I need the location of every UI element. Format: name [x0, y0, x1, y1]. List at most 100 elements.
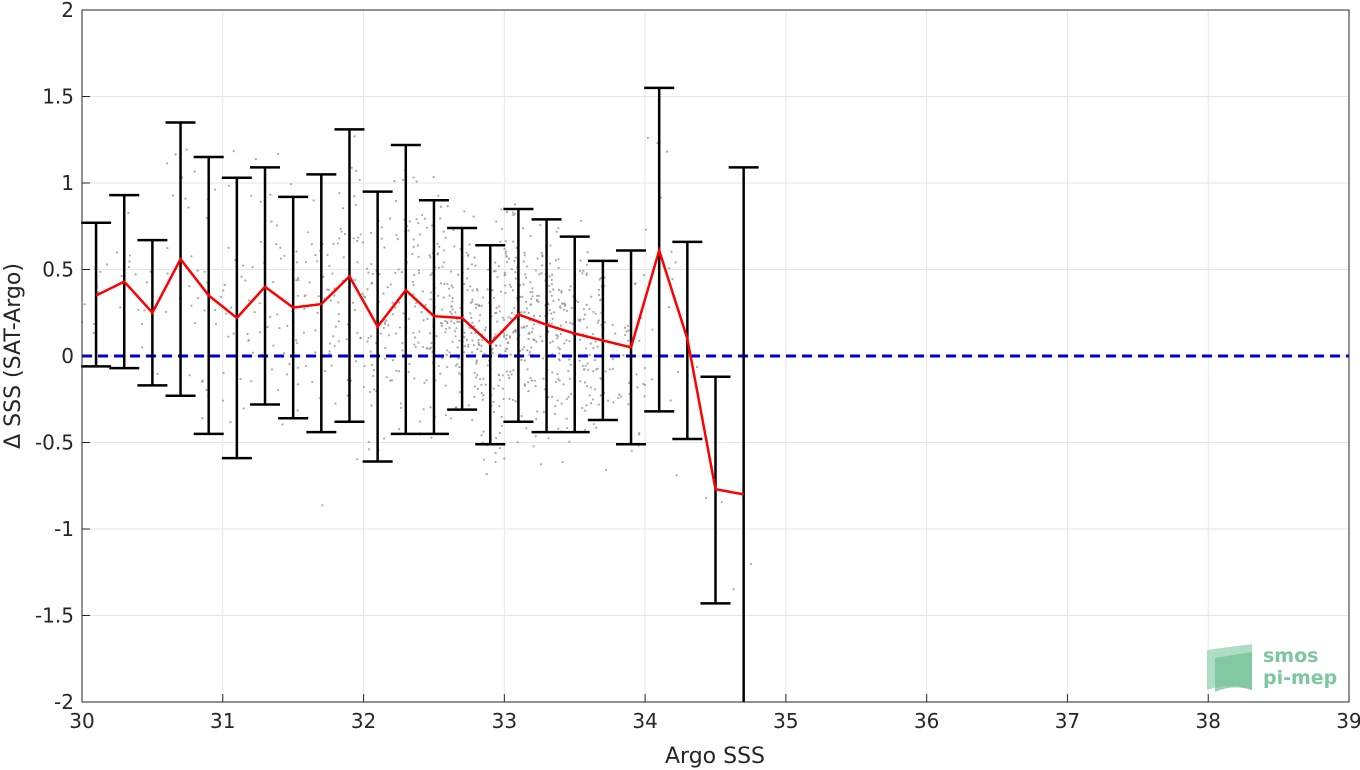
- scatter-point: [343, 232, 347, 236]
- scatter-point: [541, 340, 544, 343]
- scatter-point: [521, 295, 524, 298]
- scatter-point: [503, 457, 506, 460]
- scatter-point: [440, 357, 444, 360]
- scatter-point: [429, 406, 432, 409]
- scatter-point: [383, 321, 386, 324]
- scatter-point: [370, 281, 373, 284]
- scatter-point: [471, 339, 474, 342]
- scatter-point: [513, 259, 516, 263]
- scatter-point: [407, 317, 411, 320]
- scatter-point: [370, 404, 373, 407]
- scatter-point: [669, 399, 672, 402]
- scatter-point: [561, 461, 564, 464]
- scatter-point: [549, 262, 552, 265]
- scatter-point: [529, 290, 532, 294]
- scatter-point: [425, 347, 429, 350]
- scatter-point: [670, 250, 673, 253]
- scatter-point: [413, 273, 416, 277]
- scatter-point: [470, 263, 474, 266]
- scatter-point: [486, 364, 489, 367]
- scatter-point: [526, 368, 529, 371]
- scatter-point: [383, 322, 387, 326]
- scatter-point: [227, 184, 231, 187]
- scatter-point: [571, 322, 574, 325]
- scatter-point: [417, 222, 420, 225]
- scatter-point: [253, 310, 256, 314]
- scatter-point: [505, 334, 508, 337]
- scatter-point: [695, 365, 699, 369]
- scatter-point: [565, 321, 568, 324]
- scatter-point: [579, 259, 582, 262]
- scatter-point: [323, 369, 327, 373]
- x-tick-label: 30: [69, 709, 94, 733]
- scatter-point: [523, 326, 526, 329]
- scatter-point: [387, 324, 390, 327]
- scatter-point: [535, 294, 539, 297]
- scatter-point: [441, 265, 444, 268]
- scatter-point: [585, 273, 588, 277]
- scatter-point: [469, 285, 472, 288]
- scatter-point: [491, 347, 494, 351]
- y-tick-label: -2: [54, 690, 74, 714]
- scatter-point: [520, 311, 523, 314]
- scatter-point: [296, 294, 299, 297]
- scatter-point: [356, 261, 359, 264]
- scatter-point: [230, 306, 233, 309]
- scatter-point: [494, 261, 497, 264]
- scatter-point: [504, 284, 507, 287]
- scatter-point: [565, 339, 568, 342]
- scatter-point: [581, 364, 584, 367]
- scatter-point: [430, 436, 433, 439]
- scatter-point: [666, 150, 669, 153]
- scatter-point: [608, 368, 611, 371]
- scatter-point: [334, 402, 337, 405]
- scatter-point: [370, 262, 373, 266]
- scatter-point: [467, 404, 471, 407]
- scatter-point: [448, 351, 451, 354]
- scatter-point: [474, 264, 477, 267]
- scatter-point: [643, 366, 646, 370]
- scatter-point: [586, 251, 589, 254]
- scatter-point: [415, 218, 418, 221]
- scatter-point: [156, 372, 159, 375]
- scatter-point: [478, 319, 481, 322]
- scatter-point: [569, 285, 572, 288]
- scatter-point: [568, 440, 571, 443]
- scatter-point: [504, 252, 507, 255]
- scatter-point: [417, 341, 420, 344]
- scatter-point: [627, 329, 630, 332]
- scatter-point: [501, 387, 504, 390]
- scatter-point: [328, 342, 332, 345]
- scatter-point: [644, 228, 648, 231]
- scatter-point: [638, 339, 641, 342]
- scatter-point: [497, 373, 500, 376]
- scatter-point: [637, 433, 641, 436]
- scatter-point: [429, 291, 432, 294]
- scatter-point: [337, 313, 340, 316]
- scatter-point: [505, 250, 508, 253]
- scatter-point: [92, 331, 95, 335]
- scatter-point: [557, 288, 560, 292]
- scatter-point: [222, 289, 225, 292]
- scatter-point: [196, 296, 200, 300]
- scatter-point: [401, 349, 404, 352]
- scatter-point: [439, 282, 442, 285]
- scatter-point: [332, 242, 335, 245]
- scatter-point: [429, 256, 432, 259]
- scatter-point: [306, 231, 310, 234]
- scatter-point: [484, 326, 487, 329]
- scatter-point: [311, 380, 314, 383]
- scatter-point: [550, 312, 553, 315]
- scatter-point: [467, 345, 470, 348]
- scatter-point: [494, 460, 497, 464]
- scatter-point: [334, 325, 337, 328]
- scatter-point: [548, 275, 551, 278]
- scatter-point: [451, 296, 454, 300]
- scatter-point: [187, 206, 190, 209]
- scatter-point: [275, 243, 278, 246]
- scatter-point: [642, 274, 646, 277]
- scatter-point: [353, 278, 357, 282]
- scatter-point: [485, 472, 488, 476]
- scatter-point: [369, 335, 373, 338]
- scatter-point: [471, 418, 474, 422]
